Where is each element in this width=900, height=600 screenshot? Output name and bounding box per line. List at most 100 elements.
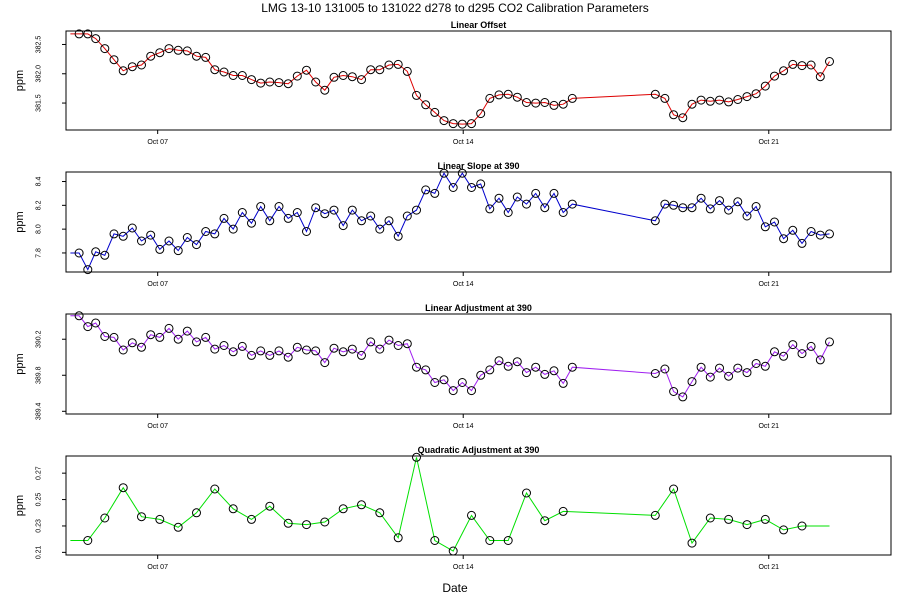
data-point bbox=[779, 351, 789, 361]
data-point bbox=[760, 81, 770, 91]
data-point bbox=[412, 205, 421, 215]
data-point bbox=[83, 322, 93, 332]
data-point bbox=[567, 362, 577, 372]
data-point bbox=[558, 208, 568, 217]
data-point bbox=[448, 119, 458, 129]
series-line bbox=[70, 315, 830, 398]
data-point bbox=[74, 248, 84, 258]
data-point bbox=[531, 362, 541, 372]
data-point bbox=[265, 77, 275, 87]
data-point bbox=[567, 93, 577, 103]
data-point bbox=[155, 244, 165, 254]
data-point bbox=[788, 340, 798, 350]
data-point bbox=[549, 188, 559, 198]
data-point bbox=[448, 546, 458, 556]
data-point bbox=[173, 45, 183, 55]
y-axis-label: ppm bbox=[14, 211, 26, 232]
data-point bbox=[320, 517, 330, 527]
data-point bbox=[650, 510, 660, 520]
data-point bbox=[457, 168, 467, 178]
data-point bbox=[467, 386, 476, 396]
data-point bbox=[292, 71, 302, 81]
data-point bbox=[357, 216, 366, 226]
data-point bbox=[100, 513, 110, 523]
data-point bbox=[430, 188, 440, 198]
data-point bbox=[512, 357, 522, 367]
data-point bbox=[687, 99, 697, 109]
data-point bbox=[366, 211, 376, 221]
data-point bbox=[173, 522, 183, 532]
data-point bbox=[210, 229, 220, 239]
data-point bbox=[192, 508, 201, 518]
data-point bbox=[375, 344, 385, 354]
panel-title: Quadratic Adjustment at 390 bbox=[418, 445, 540, 455]
data-point bbox=[357, 75, 366, 85]
data-point bbox=[485, 365, 495, 375]
data-point bbox=[274, 346, 284, 356]
data-point bbox=[742, 92, 752, 102]
data-point bbox=[421, 185, 431, 195]
data-point bbox=[146, 51, 156, 61]
data-point bbox=[549, 366, 559, 376]
data-point bbox=[256, 202, 266, 211]
data-point bbox=[430, 536, 440, 545]
data-point bbox=[540, 369, 550, 379]
data-point bbox=[476, 179, 486, 189]
data-point bbox=[265, 216, 275, 226]
data-point bbox=[265, 501, 275, 511]
data-point bbox=[357, 500, 366, 510]
data-point bbox=[678, 203, 688, 213]
data-point bbox=[788, 225, 798, 235]
data-point bbox=[797, 61, 807, 71]
data-point bbox=[448, 183, 458, 192]
data-point bbox=[210, 484, 220, 494]
data-point bbox=[751, 202, 761, 211]
data-point bbox=[137, 60, 146, 70]
data-point bbox=[558, 99, 568, 109]
data-point bbox=[540, 98, 550, 107]
data-point bbox=[320, 358, 330, 368]
data-point bbox=[742, 211, 752, 221]
data-point bbox=[311, 77, 321, 87]
data-point bbox=[549, 100, 559, 110]
data-point bbox=[237, 208, 247, 217]
panel-linear-offset: Linear Offset 381.5 382.0 382.5 ppm Oct 07 Oct… bbox=[14, 20, 892, 146]
data-point bbox=[540, 516, 550, 526]
y-axis-label: ppm bbox=[14, 495, 26, 516]
data-point bbox=[485, 93, 495, 103]
data-point bbox=[503, 536, 513, 545]
data-point bbox=[320, 209, 330, 219]
x-tick-label: Oct 07 bbox=[147, 423, 168, 430]
data-point bbox=[329, 343, 339, 353]
data-point bbox=[457, 119, 467, 129]
data-point bbox=[494, 193, 504, 203]
data-point bbox=[155, 514, 165, 524]
data-point bbox=[494, 356, 504, 366]
data-point bbox=[467, 510, 476, 520]
data-point bbox=[329, 205, 339, 215]
data-point bbox=[531, 188, 541, 198]
data-point bbox=[760, 222, 770, 232]
data-point bbox=[696, 193, 706, 203]
panel-title: Linear Slope at 390 bbox=[437, 161, 519, 171]
data-point bbox=[302, 345, 311, 355]
x-tick-label: Oct 07 bbox=[147, 281, 168, 288]
x-tick-label: Oct 21 bbox=[758, 281, 779, 288]
data-point bbox=[650, 369, 660, 378]
data-point bbox=[219, 67, 229, 77]
data-point bbox=[393, 231, 403, 241]
data-point bbox=[118, 345, 128, 355]
data-point bbox=[678, 113, 688, 123]
data-point bbox=[366, 65, 376, 75]
data-point bbox=[137, 236, 146, 246]
data-point bbox=[109, 332, 119, 342]
data-point bbox=[733, 95, 743, 104]
y-tick-label: 0.25 bbox=[36, 493, 43, 507]
data-point bbox=[357, 350, 366, 360]
y-axis-label: ppm bbox=[14, 70, 26, 91]
x-tick-label: Oct 14 bbox=[453, 423, 474, 430]
data-point bbox=[797, 349, 807, 359]
data-point bbox=[338, 71, 348, 80]
plot-frame bbox=[65, 171, 892, 273]
